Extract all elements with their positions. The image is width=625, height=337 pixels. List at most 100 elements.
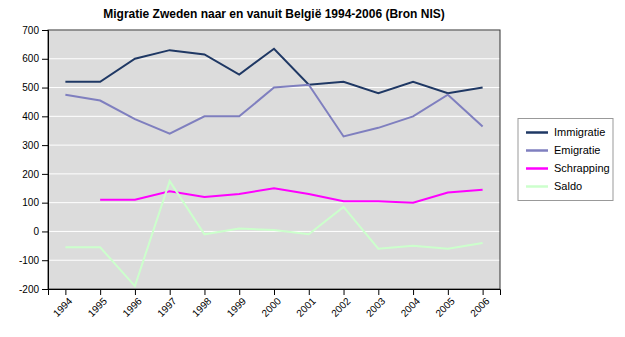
x-tick-mark (170, 289, 171, 295)
x-tick: 2005 (433, 289, 457, 319)
grid-line (48, 231, 500, 232)
y-tick-mark (42, 260, 48, 261)
y-tick-label: 100 (22, 197, 39, 208)
x-tick-label: 2002 (329, 295, 353, 319)
y-axis: -200 -100 0 100 200 300 400 500 600 700 (19, 25, 49, 295)
y-tick-mark (42, 231, 48, 232)
x-tick-label: 1998 (190, 295, 214, 319)
x-tick-mark (65, 289, 66, 295)
x-tick-mark (204, 289, 205, 295)
x-tick-mark (274, 289, 275, 295)
plot-background (48, 30, 500, 289)
legend-swatch (526, 131, 548, 134)
y-tick: 300 (22, 140, 48, 151)
y-tick-label: -200 (19, 284, 39, 295)
legend-label: Immigratie (554, 126, 605, 138)
grid-line (48, 58, 500, 59)
x-tick: 1999 (225, 289, 249, 319)
y-tick: 700 (22, 25, 48, 36)
series-line (65, 181, 482, 286)
x-tick-label: 2003 (364, 295, 388, 319)
y-tick-mark (42, 289, 48, 290)
x-tick-label: 1994 (51, 295, 75, 319)
x-tick-mark (135, 289, 136, 295)
y-tick-mark (42, 116, 48, 117)
x-tick: 2000 (259, 289, 283, 319)
grid (48, 30, 500, 289)
y-tick-label: 700 (22, 25, 39, 36)
x-tick-mark (448, 289, 449, 295)
x-tick-label: 2000 (259, 295, 283, 319)
x-tick: 1996 (120, 289, 144, 319)
x-tick-mark (239, 289, 240, 295)
chart: Migratie Zweden naar en vanuit België 19… (0, 0, 625, 337)
x-tick: 2002 (329, 289, 353, 319)
x-axis-line (49, 290, 501, 296)
legend-label: Emigratie (554, 144, 600, 156)
x-tick: 1994 (51, 289, 75, 319)
legend-box (518, 119, 613, 201)
legend: Immigratie Emigratie Schrapping Saldo (518, 119, 613, 201)
x-tick-label: 1996 (120, 295, 144, 319)
x-tick: 2001 (294, 289, 318, 319)
x-tick-label: 2001 (294, 295, 318, 319)
x-tick: 1997 (155, 289, 179, 319)
y-tick: 200 (22, 169, 48, 180)
title: Migratie Zweden naar en vanuit België 19… (103, 7, 444, 21)
grid-line (48, 145, 500, 146)
x-tick-mark (378, 289, 379, 295)
x-tick-label: 1995 (86, 295, 110, 319)
y-tick-mark (42, 88, 48, 89)
y-tick: 0 (33, 226, 48, 237)
y-tick-label: 300 (22, 140, 39, 151)
x-tick: 2006 (468, 289, 492, 319)
y-tick-mark (42, 145, 48, 146)
plot: 1994199519961997199819992000200120022003… (19, 25, 501, 319)
x-tick-label: 2005 (433, 295, 457, 319)
x-axis: 1994 1995 1996 1997 1998 1999 2000 2001 2002 2003… (49, 289, 501, 319)
legend-label: Saldo (554, 180, 582, 192)
y-tick: 500 (22, 82, 48, 93)
y-tick: 400 (22, 111, 48, 122)
x-tick-mark (100, 289, 101, 295)
y-tick-label: 0 (33, 226, 39, 237)
y-tick-label: 200 (22, 169, 39, 180)
x-tick-label: 2006 (468, 295, 492, 319)
grid-line (48, 202, 500, 203)
y-axis-line (42, 31, 49, 290)
y-tick-mark (42, 174, 48, 175)
x-tick: 1995 (86, 289, 110, 319)
y-tick-label: 600 (22, 53, 39, 64)
grid-line (48, 173, 500, 174)
legend-swatch (526, 149, 548, 152)
x-tick-label: 1999 (225, 295, 249, 319)
y-tick: 600 (22, 53, 48, 64)
y-tick-mark (42, 59, 48, 60)
y-tick-label: 400 (22, 111, 39, 122)
y-tick-label: 500 (22, 82, 39, 93)
series-line (100, 188, 482, 202)
y-tick-mark (42, 203, 48, 204)
x-tick-mark (413, 289, 414, 295)
x-tick: 1998 (190, 289, 214, 319)
y-tick: 100 (22, 197, 48, 208)
x-tick-mark (309, 289, 310, 295)
legend-label: Schrapping (554, 162, 610, 174)
legend-swatch (526, 185, 548, 188)
x-tick-mark (344, 289, 345, 295)
x-tick-label: 2004 (399, 295, 423, 319)
plot-frame (48, 30, 500, 289)
x-tick: 2004 (399, 289, 423, 319)
x-tick: 2003 (364, 289, 388, 319)
y-tick-label: -100 (19, 255, 39, 266)
grid-line (48, 260, 500, 261)
y-tick: -200 (19, 284, 48, 295)
x-tick-label: 1997 (155, 295, 179, 319)
x-tick-mark (483, 289, 484, 295)
y-tick-mark (42, 30, 48, 31)
y-tick: -100 (19, 255, 48, 266)
lines (65, 49, 482, 286)
legend-swatch (526, 167, 548, 170)
series-line (65, 85, 482, 137)
grid-line (48, 116, 500, 117)
